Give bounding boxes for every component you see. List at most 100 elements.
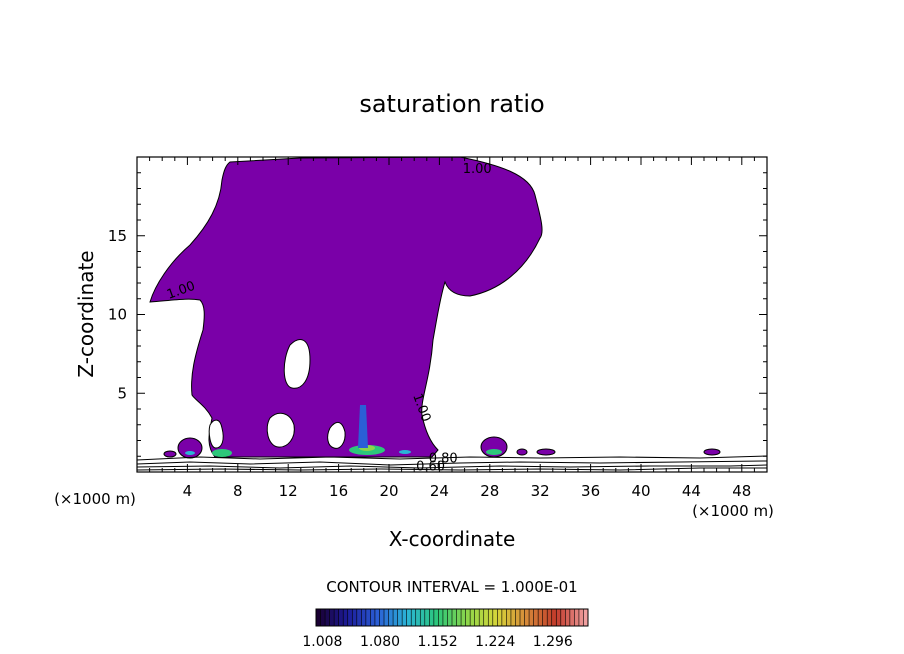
colorbar-swatch <box>370 609 376 626</box>
colorbar-swatch <box>320 609 326 626</box>
colorbar-swatch <box>316 609 321 626</box>
colorbar-swatch <box>483 609 489 626</box>
x-tick-label: 16 <box>329 482 348 500</box>
surface-contours <box>136 455 768 471</box>
colorbar-swatch <box>465 609 471 626</box>
colorbar-swatch <box>574 609 580 626</box>
colorbar-swatch <box>388 609 394 626</box>
colorbar-swatch <box>497 609 503 626</box>
x-tick-label: 32 <box>531 482 550 500</box>
colorbar-swatch <box>560 609 566 626</box>
y-tick-label: 10 <box>108 306 127 324</box>
contour-label: 0.60 <box>416 459 445 474</box>
x-axis-label: X-coordinate <box>389 527 516 551</box>
colorbar-swatch <box>479 609 485 626</box>
colorbar-swatch <box>520 609 525 626</box>
colorbar-swatch <box>470 609 475 626</box>
colorbar-swatch <box>447 609 453 626</box>
surface-cell-6 <box>163 450 177 458</box>
y-tick-label: 5 <box>117 384 127 402</box>
x-tick-label: 12 <box>279 482 298 500</box>
colorbar-swatch <box>515 609 521 626</box>
clear-hole-upper <box>283 339 311 389</box>
colorbar-swatch <box>556 609 562 626</box>
colorbar-swatch <box>365 609 371 626</box>
colorbar-swatch <box>488 609 494 626</box>
y-axis-label: Z-coordinate <box>74 250 98 377</box>
colorbar-swatch <box>542 609 548 626</box>
saturation-region <box>149 156 543 458</box>
colorbar-tick-label: 1.080 <box>360 634 400 650</box>
surface-cell-1 <box>177 437 203 459</box>
colorbar <box>315 608 589 627</box>
x-tick-label: 44 <box>682 482 701 500</box>
colorbar-swatch <box>406 609 412 626</box>
x-tick-label: 4 <box>183 482 193 500</box>
colorbar-swatch <box>338 609 344 626</box>
clear-hole-mid <box>266 412 295 448</box>
surface-cell-3 <box>536 448 556 456</box>
x-tick-label: 8 <box>233 482 243 500</box>
colorbar-swatch <box>347 609 353 626</box>
colorbar-swatch <box>438 609 444 626</box>
colorbar-swatch <box>474 609 480 626</box>
y-axis: 5 10 15 <box>108 172 767 457</box>
colorbar-swatch <box>325 609 330 626</box>
surface-cell-4 <box>703 448 721 456</box>
colorbar-swatch <box>334 609 339 626</box>
colorbar-tick-label: 1.152 <box>418 634 458 650</box>
colorbar-swatch <box>510 609 516 626</box>
x-tick-label: 40 <box>631 482 650 500</box>
z-unit-label: (×1000 m) <box>54 490 136 508</box>
colorbar-swatch <box>583 609 589 626</box>
contour-label: 1.00 <box>463 162 492 177</box>
colorbar-tick-label: 1.296 <box>533 634 573 650</box>
contour-label: 0.80 <box>429 452 458 467</box>
colorbar-swatch <box>329 609 335 626</box>
clear-hole-left <box>208 419 224 449</box>
colorbar-swatch <box>524 609 530 626</box>
colorbar-swatch <box>538 609 543 626</box>
colorbar-swatch <box>501 609 507 626</box>
colorbar-swatch <box>433 609 439 626</box>
colorbar-labels: 1.008 1.080 1.152 1.224 1.296 <box>302 634 573 650</box>
surface-cell-5 <box>516 448 528 456</box>
supersaturation-blob-6 <box>399 450 411 454</box>
colorbar-swatch <box>429 609 435 626</box>
colorbar-swatch <box>352 609 358 626</box>
x-axis: 4 8 12 16 20 24 28 32 36 40 44 48 <box>149 157 755 500</box>
colorbar-swatch <box>461 609 466 626</box>
colorbar-swatch <box>411 609 417 626</box>
x-tick-label: 20 <box>379 482 398 500</box>
contour-interval-text: CONTOUR INTERVAL = 1.000E-01 <box>326 578 577 596</box>
colorbar-swatch <box>384 609 389 626</box>
x-tick-label: 48 <box>732 482 751 500</box>
colorbar-swatch <box>506 609 512 626</box>
colorbar-swatch <box>379 609 385 626</box>
colorbar-swatch <box>374 609 380 626</box>
colorbar-swatch <box>456 609 462 626</box>
colorbar-swatch <box>393 609 398 626</box>
colorbar-swatch <box>547 609 553 626</box>
colorbar-swatch <box>533 609 539 626</box>
colorbar-swatch <box>361 609 367 626</box>
updraft-plume <box>358 405 368 448</box>
colorbar-swatch <box>452 609 457 626</box>
colorbar-swatch <box>565 609 571 626</box>
chart-title: saturation ratio <box>359 90 544 118</box>
colorbar-swatch <box>420 609 426 626</box>
colorbar-swatch <box>569 609 575 626</box>
supersaturation-blob-5 <box>185 451 195 455</box>
colorbar-swatch <box>343 609 349 626</box>
colorbar-tick-label: 1.224 <box>475 634 515 650</box>
x-tick-label: 36 <box>581 482 600 500</box>
colorbar-swatch <box>442 609 448 626</box>
colorbar-swatch <box>356 609 362 626</box>
colorbar-swatch <box>402 609 407 626</box>
colorbar-swatch <box>551 609 557 626</box>
colorbar-swatch <box>397 609 403 626</box>
x-unit-label: (×1000 m) <box>692 502 774 520</box>
colorbar-swatch <box>492 609 498 626</box>
y-tick-label: 15 <box>108 227 127 245</box>
